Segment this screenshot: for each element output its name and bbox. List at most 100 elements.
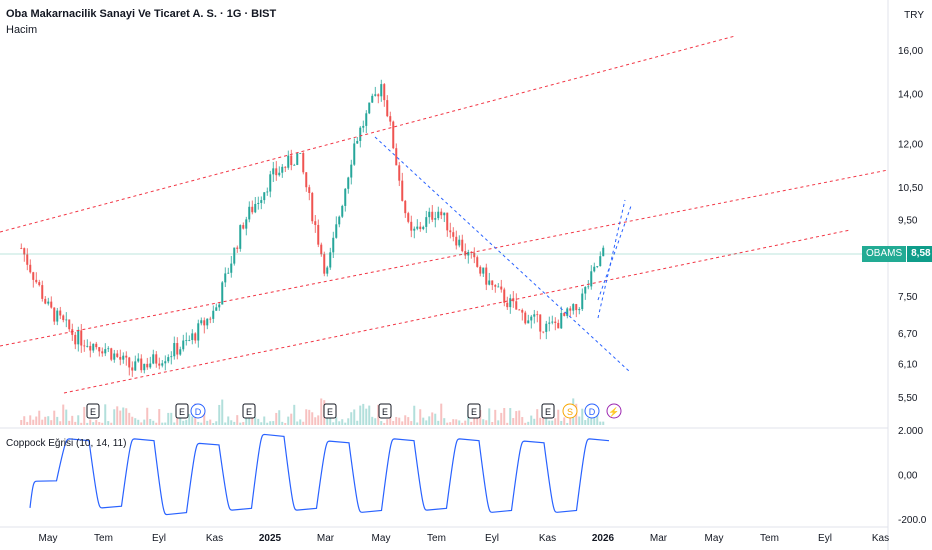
volume-bar — [224, 422, 227, 425]
volume-bar — [320, 398, 323, 425]
candle-body — [536, 314, 539, 316]
candle-body — [353, 143, 356, 165]
candle-body — [212, 310, 215, 319]
event-marker[interactable]: D — [584, 403, 600, 419]
x-tick-label: Kas — [206, 533, 223, 544]
channel-lower-line — [63, 229, 851, 394]
volume-bar — [215, 421, 218, 425]
volume-bar — [221, 399, 224, 425]
volume-bar — [287, 416, 290, 425]
event-marker[interactable]: D — [190, 403, 206, 419]
volume-bar — [443, 418, 446, 425]
event-marker[interactable]: E — [541, 403, 555, 419]
candle-body — [434, 218, 437, 220]
event-label: E — [179, 407, 185, 417]
volume-bar — [476, 417, 479, 425]
y-tick-label: 14,00 — [898, 89, 923, 100]
volume-bar — [314, 417, 317, 425]
volume-bar — [86, 422, 89, 425]
volume-bar — [368, 405, 371, 425]
candle-body — [347, 177, 350, 189]
event-marker[interactable]: E — [86, 403, 100, 419]
y-axis: 16,0014,0012,0010,509,508,507,506,706,10… — [887, 0, 923, 550]
event-marker[interactable]: ⚡ — [606, 403, 622, 419]
volume-bar — [230, 420, 233, 425]
event-label: E — [471, 407, 477, 417]
candle-body — [185, 340, 188, 341]
volume-bar — [344, 422, 347, 425]
volume-bar — [110, 422, 113, 425]
candle-body — [404, 200, 407, 214]
candle-body — [365, 113, 368, 126]
candle-body — [182, 340, 185, 350]
volume-bar — [29, 415, 32, 425]
event-marker[interactable]: E — [467, 403, 481, 419]
candle-body — [143, 363, 146, 371]
volume-bar — [251, 415, 254, 425]
candle-body — [128, 357, 131, 368]
candle-body — [569, 308, 572, 311]
volume-bar — [203, 408, 206, 425]
volume-bar — [425, 420, 428, 425]
volume-bar — [47, 416, 50, 425]
candle-body — [458, 239, 461, 246]
candle-body — [116, 353, 119, 357]
candle-body — [245, 219, 248, 229]
candle-body — [164, 361, 167, 364]
candle-body — [299, 153, 302, 154]
x-tick-label: Mar — [650, 533, 668, 544]
candle-body — [362, 125, 365, 128]
volume-bar — [206, 420, 209, 425]
candle-body — [206, 318, 209, 326]
volume-bar — [41, 419, 44, 425]
candle-body — [275, 168, 278, 176]
candle-body — [338, 216, 341, 225]
candle-body — [410, 221, 413, 231]
volume-bar — [161, 422, 164, 425]
candle-body — [236, 247, 239, 249]
volume-bar — [500, 412, 503, 425]
candle-body — [344, 188, 347, 206]
candle-body — [449, 230, 452, 233]
event-marker[interactable]: E — [175, 403, 189, 419]
volume-bar — [359, 405, 362, 425]
volume-bar — [461, 422, 464, 425]
candle-body — [374, 94, 377, 96]
channel-upper-line — [0, 35, 736, 233]
volume-bar — [440, 403, 443, 425]
candle-body — [113, 353, 116, 360]
volume-bar — [281, 421, 284, 425]
x-tick-label: May — [705, 533, 724, 544]
volume-label: Hacim — [6, 24, 38, 36]
volume-bar — [122, 407, 125, 425]
candle-body — [149, 363, 152, 368]
volume-bar — [377, 404, 380, 425]
volume-bar — [167, 412, 170, 425]
volume-bar — [257, 418, 260, 425]
event-marker[interactable]: S — [562, 403, 578, 419]
volume-bar — [299, 419, 302, 425]
volume-bar — [266, 422, 269, 425]
event-marker[interactable]: E — [242, 403, 256, 419]
event-marker[interactable]: E — [378, 403, 392, 419]
event-badge — [562, 403, 578, 419]
coppock-tick-label: 2.000 — [898, 426, 923, 437]
volume-bar — [383, 422, 386, 425]
channel-middle-line — [0, 169, 889, 347]
candles — [20, 79, 605, 377]
candle-body — [422, 226, 425, 230]
volume-bar — [491, 422, 494, 425]
candle-body — [455, 236, 458, 246]
volume-bar — [596, 409, 599, 425]
volume-bar — [191, 416, 194, 425]
currency-label[interactable]: TRY — [904, 10, 924, 21]
candle-body — [122, 355, 125, 360]
event-marker[interactable]: E — [323, 403, 337, 419]
volume-bar — [347, 418, 350, 425]
candle-body — [548, 322, 551, 324]
candle-body — [239, 225, 242, 249]
volume-bar — [338, 421, 341, 425]
candle-body — [188, 340, 191, 341]
volume-bar — [590, 417, 593, 425]
